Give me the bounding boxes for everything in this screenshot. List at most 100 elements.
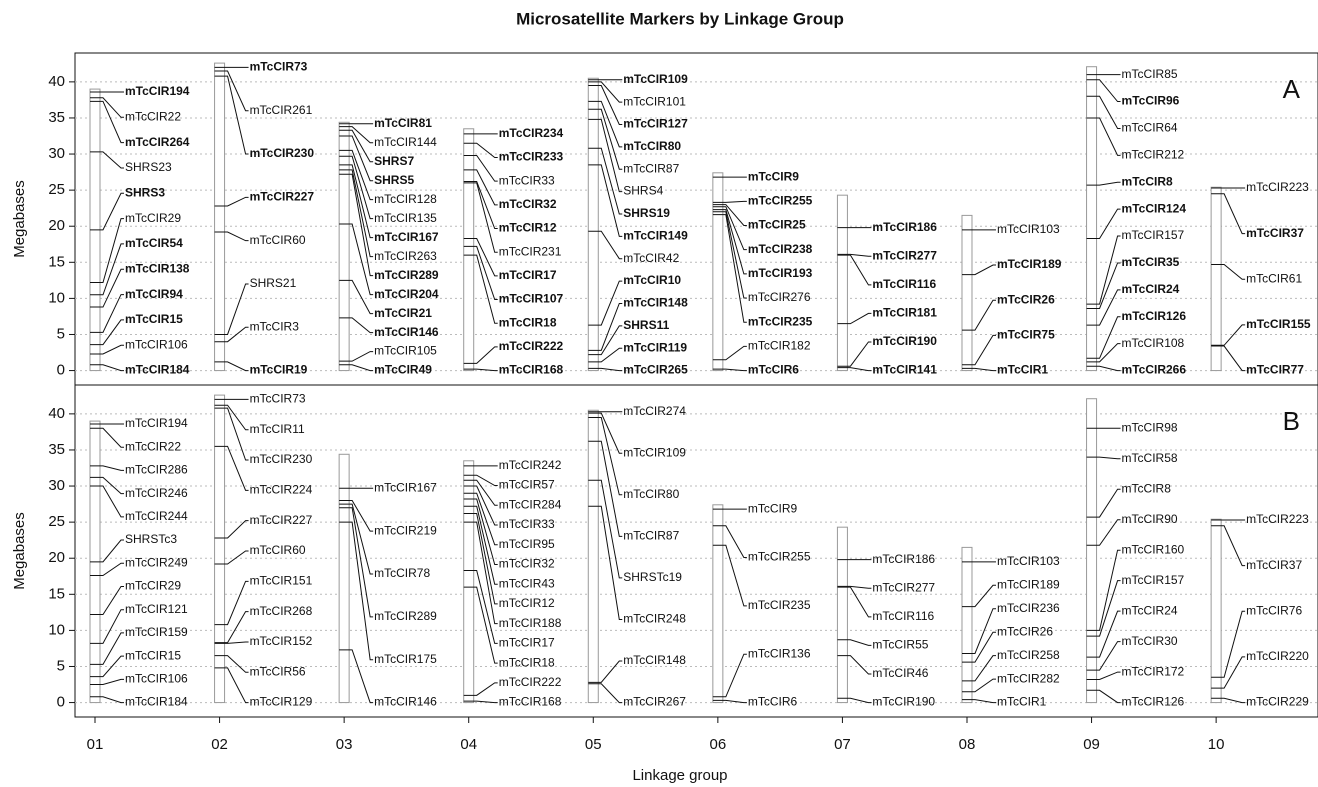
marker-label: mTcCIR249: [125, 555, 188, 569]
marker-line: [214, 326, 249, 343]
marker-line: [1086, 488, 1121, 518]
marker-label: mTcCIR107: [499, 292, 564, 306]
marker-line: [1086, 262, 1121, 309]
marker-label: mTcCIR87: [623, 161, 679, 175]
marker-label: mTcCIR289: [374, 609, 437, 623]
marker-label: mTcCIR231: [499, 244, 562, 258]
marker-label: mTcCIR182: [748, 339, 811, 353]
marker-label: mTcCIR8: [1122, 481, 1172, 495]
marker-label: mTcCIR255: [748, 550, 811, 564]
marker-label: mTcCIR61: [1246, 271, 1302, 285]
marker-line: [339, 126, 374, 144]
marker-label: mTcCIR127: [623, 117, 688, 131]
marker-line: [961, 631, 996, 663]
marker-label: mTcCIR22: [125, 439, 181, 453]
chromosome-bar: [1210, 186, 1222, 372]
marker-line: [339, 129, 374, 163]
marker-label: mTcCIR116: [872, 277, 936, 291]
marker-line: [90, 485, 124, 518]
marker-label: mTcCIR167: [374, 230, 439, 244]
marker-line: [1086, 316, 1121, 359]
marker-label: mTcCIR267: [623, 695, 686, 709]
marker-line: [463, 586, 498, 664]
marker-label: mTcCIR242: [499, 458, 562, 472]
marker-label: mTcCIR12: [499, 221, 557, 235]
marker-line: [90, 696, 124, 704]
marker-line: [837, 639, 872, 646]
chromosome-bar: [214, 62, 226, 372]
marker-line: [1086, 519, 1121, 546]
marker-label: mTcCIR258: [997, 648, 1060, 662]
marker-line: [712, 214, 747, 323]
marker-label: mTcCIR21: [374, 306, 432, 320]
marker-label: mTcCIR146: [374, 325, 439, 339]
y-tick-label: 40: [48, 405, 65, 422]
marker-line: [90, 539, 124, 563]
y-tick-label: 25: [48, 181, 65, 198]
marker-label: mTcCIR24: [1122, 603, 1178, 617]
marker-label: mTcCIR73: [250, 60, 308, 74]
marker-line: [463, 505, 498, 585]
marker-label: mTcCIR106: [125, 672, 188, 686]
marker-line: [90, 476, 124, 495]
marker-line: [214, 196, 249, 207]
marker-line: [588, 683, 623, 704]
marker-label: mTcCIR37: [1246, 226, 1304, 240]
marker-label: mTcCIR155: [1246, 317, 1311, 331]
marker-label: mTcCIR32: [499, 557, 555, 571]
marker-line: [214, 283, 249, 335]
marker-label: mTcCIR263: [374, 249, 437, 263]
marker-label: mTcCIR116: [872, 609, 934, 623]
y-tick-label: 30: [48, 145, 65, 162]
marker-line: [961, 678, 996, 693]
marker-line: [588, 505, 623, 620]
marker-label: mTcCIR87: [623, 529, 679, 543]
marker-label: mTcCIR58: [1122, 451, 1178, 465]
marker-label: mTcCIR6: [748, 363, 799, 377]
marker-label: mTcCIR136: [748, 646, 811, 660]
marker-label: mTcCIR144: [374, 135, 437, 149]
marker-line: [588, 108, 623, 170]
chromosome-bar: [1086, 66, 1098, 372]
marker-line: [1086, 689, 1121, 704]
marker-line: [961, 655, 996, 682]
marker-label: mTcCIR75: [997, 328, 1055, 342]
marker-label: mTcCIR235: [748, 314, 813, 328]
x-tick-label: 03: [336, 736, 353, 753]
marker-line: [90, 344, 124, 355]
marker-label: mTcCIR108: [1122, 336, 1185, 350]
marker-label: mTcCIR60: [250, 233, 306, 247]
marker-line: [1086, 456, 1121, 460]
marker-label: mTcCIR277: [872, 248, 937, 262]
marker-label: mTcCIR184: [125, 363, 190, 377]
marker-label: mTcCIR33: [499, 517, 555, 531]
marker-label: mTcCIR146: [374, 695, 437, 709]
marker-label: mTcCIR289: [374, 268, 439, 282]
marker-line: [961, 699, 996, 704]
y-axis-title: Megabases: [11, 512, 28, 590]
marker-line: [1086, 95, 1121, 129]
marker-line: [463, 245, 498, 301]
marker-line: [712, 211, 747, 299]
chromosome-bar: [836, 526, 848, 704]
marker-label: mTcCIR227: [250, 513, 313, 527]
chromosome-bar: [214, 394, 226, 704]
marker-line: [712, 699, 747, 704]
marker-label: mTcCIR230: [250, 452, 313, 466]
marker-line: [214, 404, 249, 431]
marker-line: [1211, 324, 1246, 346]
marker-line: [339, 164, 374, 239]
marker-line: [339, 155, 374, 220]
marker-label: mTcCIR81: [374, 116, 432, 130]
marker-line: [463, 154, 498, 182]
marker-line: [588, 479, 623, 579]
marker-label: mTcCIR119: [623, 340, 687, 354]
marker-label: mTcCIR42: [623, 251, 679, 265]
marker-label: mTcCIR189: [997, 577, 1060, 591]
y-tick-label: 15: [48, 585, 65, 602]
marker-line: [214, 407, 249, 461]
y-tick-label: 5: [57, 325, 65, 342]
marker-line: [712, 653, 747, 698]
marker-label: mTcCIR109: [623, 72, 688, 86]
marker-line: [90, 319, 124, 346]
